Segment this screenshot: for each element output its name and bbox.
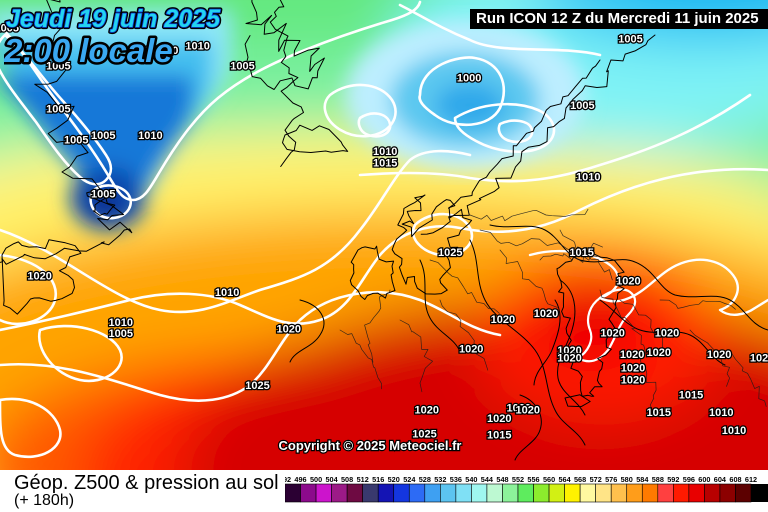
svg-text:528: 528 <box>419 475 431 484</box>
svg-text:588: 588 <box>652 475 664 484</box>
svg-text:612: 612 <box>745 475 757 484</box>
svg-text:512: 512 <box>357 475 369 484</box>
svg-text:1020: 1020 <box>647 347 671 359</box>
svg-text:1005: 1005 <box>109 328 133 340</box>
svg-text:544: 544 <box>481 475 494 484</box>
svg-text:1015: 1015 <box>647 407 671 419</box>
svg-text:1020: 1020 <box>616 276 640 288</box>
svg-text:532: 532 <box>434 475 446 484</box>
svg-text:2:00 locale: 2:00 locale <box>4 32 173 69</box>
svg-text:1010: 1010 <box>576 171 600 183</box>
svg-text:1020: 1020 <box>621 374 645 386</box>
svg-text:1020: 1020 <box>621 363 645 375</box>
svg-text:500: 500 <box>310 475 322 484</box>
svg-text:1020: 1020 <box>655 328 679 340</box>
svg-text:492: 492 <box>285 475 291 484</box>
svg-text:584: 584 <box>636 475 649 484</box>
svg-text:1010: 1010 <box>373 146 397 158</box>
svg-text:556: 556 <box>527 475 539 484</box>
svg-text:1020: 1020 <box>491 314 515 326</box>
svg-text:560: 560 <box>543 475 555 484</box>
svg-text:1000: 1000 <box>457 73 481 85</box>
svg-text:1020: 1020 <box>459 344 483 356</box>
svg-text:1015: 1015 <box>569 247 593 259</box>
svg-text:1025: 1025 <box>412 429 436 441</box>
svg-text:1005: 1005 <box>64 135 88 147</box>
svg-text:504: 504 <box>326 475 339 484</box>
svg-text:576: 576 <box>605 475 617 484</box>
svg-text:1015: 1015 <box>679 390 703 402</box>
svg-text:1020: 1020 <box>415 405 439 417</box>
svg-text:540: 540 <box>465 475 477 484</box>
svg-text:552: 552 <box>512 475 524 484</box>
svg-text:520: 520 <box>388 475 400 484</box>
svg-text:600: 600 <box>698 475 710 484</box>
svg-text:516: 516 <box>372 475 384 484</box>
svg-text:580: 580 <box>621 475 633 484</box>
svg-text:548: 548 <box>496 475 508 484</box>
svg-text:1020: 1020 <box>487 413 511 425</box>
svg-text:1015: 1015 <box>487 430 511 442</box>
svg-text:592: 592 <box>667 475 679 484</box>
svg-text:1010: 1010 <box>722 425 746 437</box>
svg-text:1025: 1025 <box>438 247 462 259</box>
svg-text:608: 608 <box>729 475 741 484</box>
svg-text:1005: 1005 <box>91 189 115 201</box>
svg-text:572: 572 <box>590 475 602 484</box>
svg-text:1020: 1020 <box>534 308 558 320</box>
svg-text:1020: 1020 <box>516 405 540 417</box>
svg-text:1020: 1020 <box>620 349 644 361</box>
svg-text:1010: 1010 <box>709 407 733 419</box>
svg-text:564: 564 <box>559 475 572 484</box>
svg-text:1020: 1020 <box>27 271 51 283</box>
svg-text:1005: 1005 <box>46 103 70 115</box>
svg-text:1010: 1010 <box>138 130 162 142</box>
svg-text:1020: 1020 <box>750 353 768 365</box>
svg-text:1005: 1005 <box>91 130 115 142</box>
svg-text:Jeudi 19 juin 2025: Jeudi 19 juin 2025 <box>6 5 221 33</box>
svg-text:496: 496 <box>294 475 306 484</box>
svg-text:508: 508 <box>341 475 353 484</box>
svg-text:1005: 1005 <box>618 34 642 46</box>
svg-text:1010: 1010 <box>215 287 239 299</box>
svg-text:524: 524 <box>403 475 416 484</box>
svg-text:1020: 1020 <box>600 328 624 340</box>
svg-text:536: 536 <box>450 475 462 484</box>
svg-text:1015: 1015 <box>373 158 397 170</box>
svg-text:1020: 1020 <box>707 349 731 361</box>
svg-text:1005: 1005 <box>570 100 594 112</box>
svg-text:604: 604 <box>714 475 727 484</box>
svg-text:568: 568 <box>574 475 586 484</box>
svg-text:1020: 1020 <box>557 353 581 365</box>
svg-text:596: 596 <box>683 475 695 484</box>
svg-text:1020: 1020 <box>277 324 301 336</box>
svg-text:1025: 1025 <box>245 380 269 392</box>
